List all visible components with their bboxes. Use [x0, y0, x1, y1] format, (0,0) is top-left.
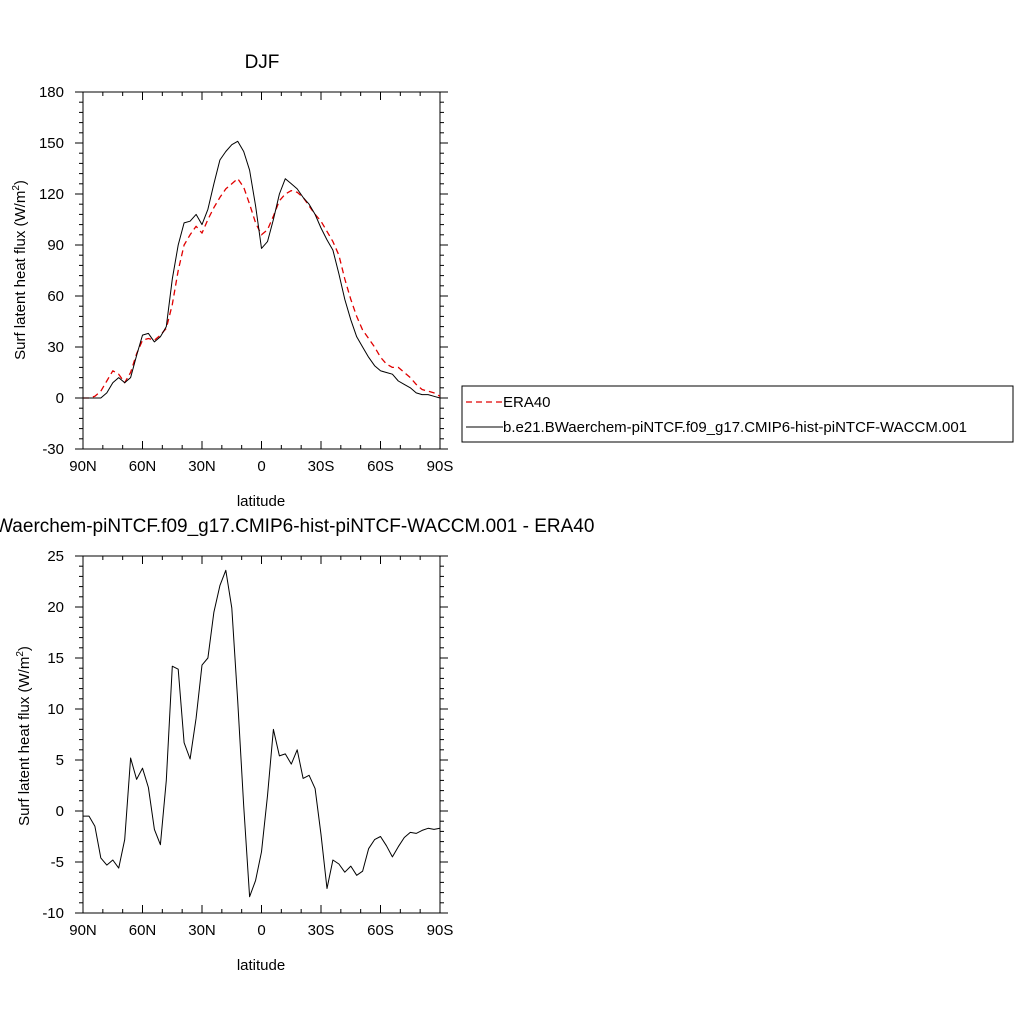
- top-x-axis-label: latitude: [237, 493, 285, 510]
- bottom-y-axis-label: Surf latent heat flux (W/m2): [15, 646, 33, 826]
- bottom-y-tick-label: 10: [47, 701, 64, 718]
- bottom-x-axis-label: latitude: [237, 957, 285, 974]
- top-series-group: [83, 140, 441, 399]
- legend-label-era40: ERA40: [503, 394, 551, 411]
- bottom-y-tick-label: 5: [56, 752, 64, 769]
- bottom-y-axis-label-end: ): [16, 646, 33, 651]
- bottom-plot-frame: [82, 555, 441, 914]
- top-y-axis-label-sup: 2: [11, 185, 22, 191]
- top-plot-frame: [82, 91, 441, 450]
- top-x-tick-label: 0: [257, 458, 265, 475]
- top-y-tick-label: 120: [39, 186, 64, 203]
- top-panel-djf: DJF latitude Surf latent heat flux (W/m2…: [11, 52, 453, 510]
- bottom-panel-difference: b.e21.BWaerchem-piNTCF.f09_g17.CMIP6-his…: [0, 516, 594, 974]
- top-y-axis-label-end: ): [12, 180, 29, 185]
- bottom-x-tick-label: 30S: [308, 922, 335, 939]
- bottom-y-tick-label: -5: [51, 854, 64, 871]
- top-y-tick-label: -30: [42, 441, 64, 458]
- top-x-tick-label: 90N: [69, 458, 97, 475]
- bottom-y-tick-label: -10: [42, 905, 64, 922]
- bottom-y-tick-label: 15: [47, 650, 64, 667]
- bottom-y-axis-label-main: Surf latent heat flux (W/m: [16, 657, 33, 826]
- top-x-tick-label: 30S: [308, 458, 335, 475]
- bottom-axes-ticks: 90N 60N 30N 0 30S 60S 90S -10 -5 0 5 10 15 20 25: [42, 548, 453, 939]
- bottom-x-tick-label: 90N: [69, 922, 97, 939]
- top-series-line-era40: [83, 178, 441, 399]
- bottom-series-line-model: [83, 569, 441, 898]
- bottom-series-group: [83, 569, 441, 898]
- top-axes-ticks: 90N 60N 30N 0 30S 60S 90S -30 0 30 60 90 120 150 180: [39, 84, 453, 475]
- bottom-chart-title: b.e21.BWaerchem-piNTCF.f09_g17.CMIP6-his…: [0, 516, 594, 537]
- top-y-tick-label: 0: [56, 390, 64, 407]
- top-x-tick-label: 90S: [427, 458, 454, 475]
- bottom-y-tick-label: 0: [56, 803, 64, 820]
- top-y-tick-label: 60: [47, 288, 64, 305]
- top-y-axis-label: Surf latent heat flux (W/m2): [11, 180, 29, 360]
- legend-frame: [461, 385, 1014, 443]
- legend-label-model: b.e21.BWaerchem-piNTCF.f09_g17.CMIP6-his…: [503, 419, 967, 436]
- bottom-x-tick-label: 90S: [427, 922, 454, 939]
- bottom-x-tick-label: 60N: [129, 922, 157, 939]
- top-series-line-model: [83, 140, 441, 399]
- top-y-tick-label: 90: [47, 237, 64, 254]
- top-x-tick-label: 60N: [129, 458, 157, 475]
- bottom-x-tick-label: 0: [257, 922, 265, 939]
- top-x-tick-label: 60S: [367, 458, 394, 475]
- bottom-y-axis-label-sup: 2: [15, 651, 26, 657]
- bottom-x-tick-label: 30N: [188, 922, 216, 939]
- top-chart-title: DJF: [245, 52, 280, 73]
- top-y-axis-label-main: Surf latent heat flux (W/m: [12, 191, 29, 360]
- bottom-y-tick-label: 25: [47, 548, 64, 565]
- top-y-tick-label: 150: [39, 135, 64, 152]
- top-x-tick-label: 30N: [188, 458, 216, 475]
- top-y-tick-label: 180: [39, 84, 64, 101]
- bottom-y-tick-label: 20: [47, 599, 64, 616]
- top-y-tick-label: 30: [47, 339, 64, 356]
- legend: ERA40 b.e21.BWaerchem-piNTCF.f09_g17.CMI…: [461, 385, 1014, 443]
- bottom-x-tick-label: 60S: [367, 922, 394, 939]
